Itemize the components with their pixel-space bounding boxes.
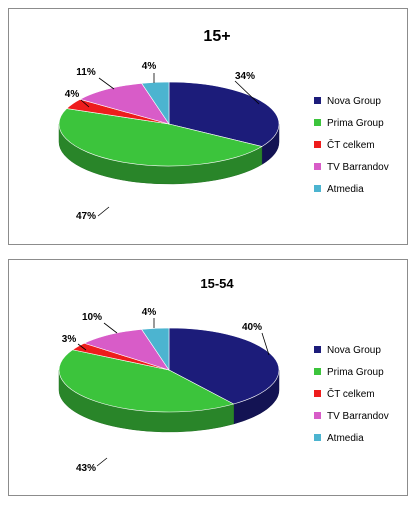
data-label-tv-barrandov: 11% <box>76 67 96 78</box>
legend-swatch-prima-group <box>314 368 321 375</box>
data-label-nova-group: 34% <box>235 71 255 82</box>
legend-label-atmedia: Atmedia <box>327 184 364 195</box>
pie-slice-atmedia <box>141 327 170 371</box>
leader-line <box>96 457 108 467</box>
data-label-prima-group: 43% <box>76 463 96 474</box>
legend-swatch-atmedia <box>314 434 321 441</box>
legend-label-atmedia: Atmedia <box>327 433 364 444</box>
pie-slice-atmedia <box>141 81 170 125</box>
leader-line <box>261 332 270 356</box>
data-label-ct-celkem: 4% <box>65 89 80 100</box>
legend-swatch-nova-group <box>314 97 321 104</box>
pie-slice-tv-barrandov <box>79 83 170 125</box>
legend-swatch-ct-celkem <box>314 141 321 148</box>
chart-title: 15+ <box>203 28 230 45</box>
legend-swatch-tv-barrandov <box>314 412 321 419</box>
legend-label-prima-group: Prima Group <box>327 118 384 129</box>
legend-swatch-prima-group <box>314 119 321 126</box>
data-label-prima-group: 47% <box>76 211 96 222</box>
data-label-atmedia: 4% <box>142 61 157 72</box>
pie-slice-prima-group <box>58 108 263 167</box>
data-label-atmedia: 4% <box>142 307 157 318</box>
legend-label-ct-celkem: ČT celkem <box>327 387 375 400</box>
chart-panel-15-54: 15-54 40% 43% 3% 10% 4% Nova Group Prima Grou… <box>8 259 408 496</box>
leader-line <box>97 206 110 217</box>
leader-line <box>98 77 115 90</box>
data-label-tv-barrandov: 10% <box>82 312 102 323</box>
legend-label-prima-group: Prima Group <box>327 367 384 378</box>
legend-swatch-tv-barrandov <box>314 163 321 170</box>
pie-slice-prima-group <box>58 349 235 413</box>
data-label-ct-celkem: 3% <box>62 334 77 345</box>
legend-label-nova-group: Nova Group <box>327 345 381 356</box>
legend-swatch-nova-group <box>314 346 321 353</box>
leader-line <box>234 80 260 105</box>
pie-slice-nova-group <box>168 327 280 405</box>
leader-line <box>80 99 90 108</box>
pie-chart-15plus: 15+ 34% 47% 4% 11% 4% Nova Group Prima Group Č… <box>58 28 389 222</box>
chart-panel-15plus: 15+ 34% 47% 4% 11% 4% Nova Group Prima Group Č… <box>8 8 408 245</box>
legend-swatch-atmedia <box>314 185 321 192</box>
pie-chart-15-54: 15-54 40% 43% 3% 10% 4% Nova Group Prima Grou… <box>58 276 389 474</box>
legend-label-ct-celkem: ČT celkem <box>327 138 375 151</box>
data-label-nova-group: 40% <box>242 322 262 333</box>
leader-line <box>77 343 87 351</box>
legend-label-tv-barrandov: TV Barrandov <box>327 162 389 173</box>
leader-line <box>103 322 118 334</box>
legend-label-nova-group: Nova Group <box>327 96 381 107</box>
legend-swatch-ct-celkem <box>314 390 321 397</box>
legend-label-tv-barrandov: TV Barrandov <box>327 411 389 422</box>
chart-title: 15-54 <box>200 276 234 291</box>
